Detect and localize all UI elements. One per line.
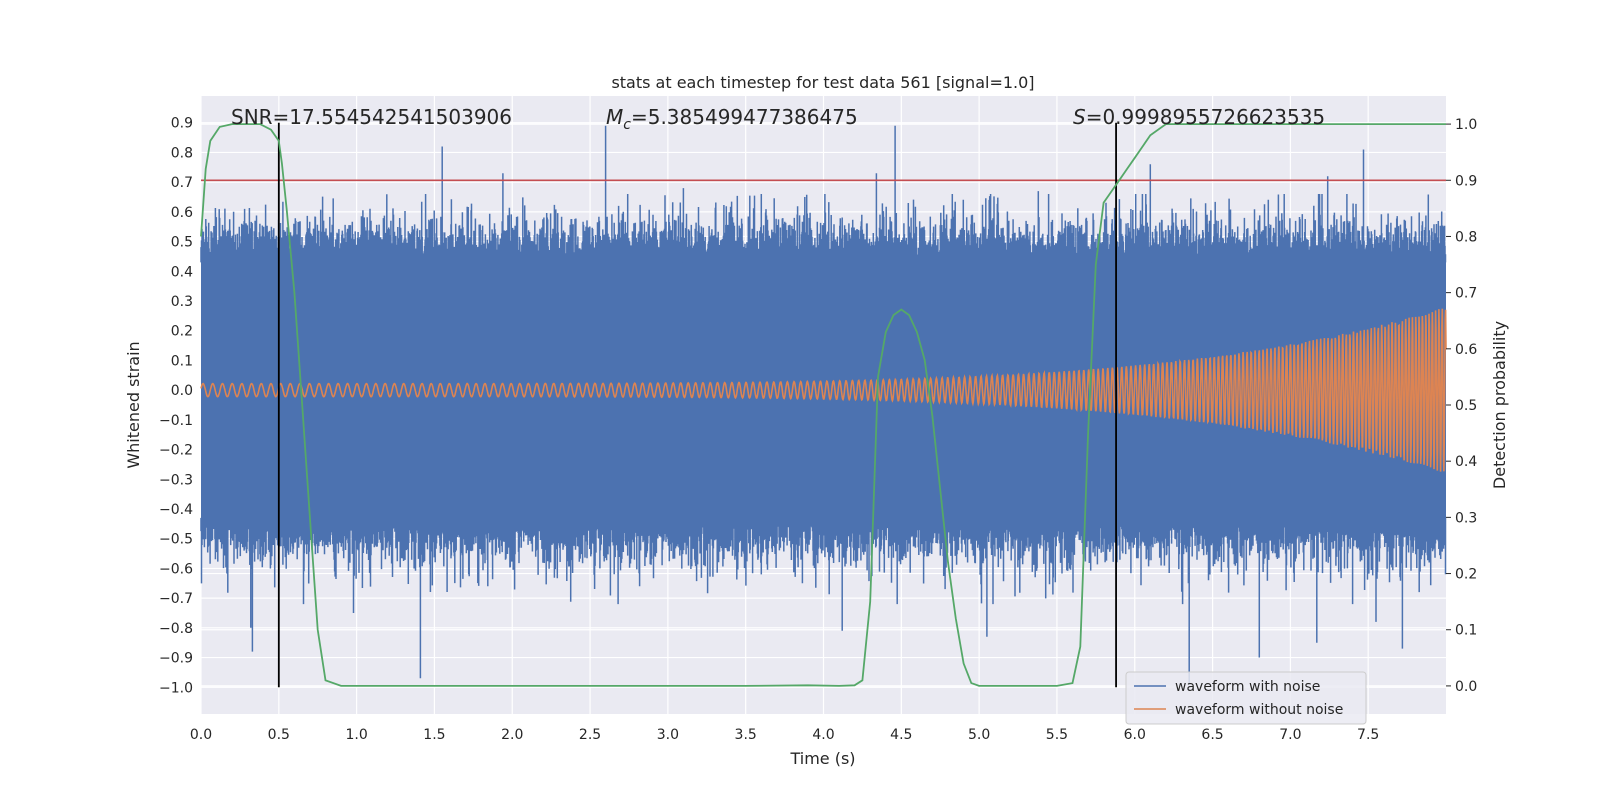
x-tick-label: 7.0: [1279, 727, 1301, 743]
x-tick-label: 4.5: [890, 727, 912, 743]
legend: waveform with noise waveform without noi…: [1125, 671, 1367, 725]
score-value: =0.9998955726623535: [1086, 105, 1325, 129]
y-left-tick-label: −0.4: [159, 502, 193, 518]
legend-label-clean: waveform without noise: [1175, 702, 1343, 718]
y-right-tick-label: 0.6: [1455, 342, 1477, 358]
y-left-tick-label: −0.3: [159, 472, 193, 488]
y-right-tick-label: 0.5: [1455, 398, 1477, 414]
score-annotation: S=0.9998955726623535: [1073, 105, 1325, 129]
y-left-tick-label: 0.7: [171, 175, 193, 191]
x-tick-label: 2.5: [579, 727, 601, 743]
y-right-tick-label: 0.8: [1455, 229, 1477, 245]
x-tick-label: 6.0: [1124, 727, 1146, 743]
x-tick-label: 0.5: [268, 727, 290, 743]
y-right-tick-label: 0.7: [1455, 286, 1477, 302]
y-right-tick-label: 1.0: [1455, 117, 1477, 133]
y-left-tick-label: −0.9: [159, 651, 193, 667]
y-left-tick-label: 0.6: [171, 205, 193, 221]
chirp-mass-value: =5.385499477386475: [631, 105, 858, 129]
y-axis-right-ticks: 1.0 0.9 0.8 0.7 0.6 0.5 0.4 0.3 0.2 0.1 0.0: [1446, 117, 1477, 695]
chart-title: stats at each timestep for test data 561…: [611, 73, 1034, 92]
plot-area: [200, 125, 1447, 685]
y-right-tick-label: 0.2: [1455, 567, 1477, 583]
y-right-tick-label: 0.0: [1455, 679, 1477, 695]
x-axis-label: Time (s): [789, 749, 855, 768]
overlay-lines: [200, 122, 1446, 688]
y-left-tick-label: −0.1: [159, 413, 193, 429]
x-tick-label: 6.5: [1201, 727, 1223, 743]
y-left-tick-label: −0.7: [159, 591, 193, 607]
noise-spikes-lower: [200, 509, 1447, 685]
y-axis-left-label: Whitened strain: [124, 341, 143, 468]
x-axis-ticks: 0.0 0.5 1.0 1.5 2.0 2.5 3.0 3.5 4.0 4.5 5.0 5.5 6.0 6…: [190, 727, 1379, 743]
legend-label-noise: waveform with noise: [1175, 679, 1320, 695]
x-tick-label: 1.5: [423, 727, 445, 743]
x-tick-label: 4.0: [812, 727, 834, 743]
x-tick-label: 3.5: [735, 727, 757, 743]
noise-spikes-upper: [200, 125, 1447, 272]
y-left-tick-label: −0.6: [159, 561, 193, 577]
y-axis-right-label: Detection probability: [1490, 321, 1509, 489]
y-left-tick-label: 0.0: [171, 383, 193, 399]
x-tick-label: 5.5: [1046, 727, 1068, 743]
y-right-tick-label: 0.1: [1455, 623, 1477, 639]
y-left-tick-label: 0.3: [171, 294, 193, 310]
snr-annotation: SNR=17.554542541503906: [231, 105, 512, 129]
y-right-tick-label: 0.9: [1455, 173, 1477, 189]
y-axis-left-ticks: 0.9 0.8 0.7 0.6 0.5 0.4 0.3 0.2 0.1 0.0 −0.1 −0.2 −0…: [159, 116, 193, 697]
chirp-mass-symbol: M: [606, 105, 623, 129]
y-right-tick-label: 0.3: [1455, 510, 1477, 526]
clean-waveform-line: [200, 308, 1447, 472]
x-tick-label: 1.0: [345, 727, 367, 743]
y-right-tick-label: 0.4: [1455, 454, 1477, 470]
x-tick-label: 5.0: [968, 727, 990, 743]
y-left-tick-label: −1.0: [159, 680, 193, 696]
y-left-tick-label: 0.8: [171, 145, 193, 161]
y-left-tick-label: −0.8: [159, 621, 193, 637]
y-left-tick-label: 0.2: [171, 324, 193, 340]
score-symbol: S: [1073, 105, 1086, 129]
detection-probability-line: [200, 123, 1446, 687]
chirp-mass-annotation: Mc=5.385499477386475: [606, 105, 858, 133]
y-left-tick-label: 0.5: [171, 235, 193, 251]
chirp-mass-subscript: c: [623, 117, 631, 133]
x-tick-label: 7.5: [1357, 727, 1379, 743]
y-left-tick-label: 0.4: [171, 264, 193, 280]
x-tick-label: 3.0: [657, 727, 679, 743]
y-left-tick-label: −0.5: [159, 532, 193, 548]
legend-box: [1125, 671, 1367, 725]
y-left-tick-label: 0.1: [171, 353, 193, 369]
x-tick-label: 2.0: [501, 727, 523, 743]
y-left-tick-label: 0.9: [171, 116, 193, 132]
y-left-tick-label: −0.2: [159, 443, 193, 459]
x-tick-label: 0.0: [190, 727, 212, 743]
